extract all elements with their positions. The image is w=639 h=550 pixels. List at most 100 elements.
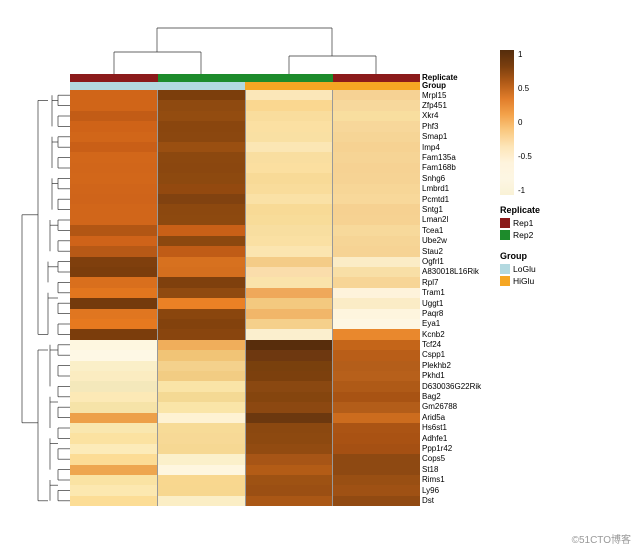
heatmap-cell <box>333 90 420 100</box>
heatmap-cell <box>246 413 334 423</box>
heatmap-cell <box>158 485 246 495</box>
heatmap-row <box>70 194 420 204</box>
heatmap-cell <box>158 288 246 298</box>
gene-label: Smap1 <box>422 132 481 141</box>
heatmap-cell <box>158 371 246 381</box>
annotation-bars <box>70 74 420 90</box>
heatmap-row <box>70 225 420 235</box>
gene-label: Pkhd1 <box>422 371 481 380</box>
heatmap-cell <box>333 111 420 121</box>
anno-cell <box>70 82 158 90</box>
heatmap-cell <box>70 371 158 381</box>
heatmap-cell <box>246 184 334 194</box>
heatmap-cell <box>70 475 158 485</box>
heatmap-cell <box>70 340 158 350</box>
heatmap-cell <box>70 298 158 308</box>
gene-label: St18 <box>422 465 481 474</box>
heatmap-row <box>70 496 420 506</box>
heatmap-row <box>70 454 420 464</box>
heatmap-cell <box>158 340 246 350</box>
heatmap-cell <box>246 132 334 142</box>
heatmap-cell <box>70 496 158 506</box>
gene-label: Paqr8 <box>422 309 481 318</box>
heatmap-cell <box>158 90 246 100</box>
heatmap-cell <box>158 298 246 308</box>
heatmap-cell <box>158 142 246 152</box>
heatmap-cell <box>158 225 246 235</box>
gene-label: Uggt1 <box>422 299 481 308</box>
heatmap-row <box>70 90 420 100</box>
heatmap-cell <box>70 329 158 339</box>
gene-label: Ppp1r42 <box>422 444 481 453</box>
heatmap-cell <box>70 465 158 475</box>
heatmap-cell <box>333 402 420 412</box>
heatmap-row <box>70 267 420 277</box>
heatmap-cell <box>158 132 246 142</box>
gene-label: Ube2w <box>422 236 481 245</box>
heatmap-cell <box>70 225 158 235</box>
gene-label: Rpl7 <box>422 278 481 287</box>
heatmap-main <box>70 16 420 506</box>
gene-label: Imp4 <box>422 143 481 152</box>
legend-item: HiGlu <box>500 275 630 287</box>
heatmap-row <box>70 277 420 287</box>
heatmap-cell <box>70 152 158 162</box>
heatmap-cell <box>158 402 246 412</box>
colorbar-gradient <box>500 50 514 195</box>
heatmap-row <box>70 465 420 475</box>
heatmap-cell <box>333 319 420 329</box>
heatmap-cell <box>246 392 334 402</box>
gene-label: Dst <box>422 496 481 505</box>
anno-cell <box>158 74 246 82</box>
heatmap-row <box>70 163 420 173</box>
heatmap-cell <box>333 340 420 350</box>
heatmap-cell <box>70 132 158 142</box>
heatmap-cell <box>158 381 246 391</box>
heatmap-cell <box>246 361 334 371</box>
heatmap-cell <box>246 225 334 235</box>
heatmap-cell <box>158 277 246 287</box>
heatmap-cell <box>333 392 420 402</box>
heatmap-cell <box>246 121 334 131</box>
heatmap-cell <box>70 485 158 495</box>
gene-label: Adhfe1 <box>422 434 481 443</box>
heatmap-cell <box>333 475 420 485</box>
heatmap-cell <box>70 413 158 423</box>
heatmap-cell <box>158 100 246 110</box>
anno-cell <box>245 74 333 82</box>
gene-label: Lman2l <box>422 215 481 224</box>
heatmap-cell <box>158 152 246 162</box>
gene-label: Sntg1 <box>422 205 481 214</box>
heatmap-cell <box>158 392 246 402</box>
heatmap-cell <box>333 132 420 142</box>
heatmap-cell <box>333 298 420 308</box>
heatmap-cell <box>70 350 158 360</box>
heatmap-cell <box>158 163 246 173</box>
heatmap-row <box>70 381 420 391</box>
heatmap-cell <box>158 465 246 475</box>
anno-group-row <box>70 82 420 90</box>
legend-swatch <box>500 276 510 286</box>
row-dendrogram <box>14 90 70 506</box>
legend-swatch <box>500 230 510 240</box>
heatmap-cell <box>246 485 334 495</box>
heatmap-cell <box>70 204 158 214</box>
heatmap-cell <box>246 433 334 443</box>
heatmap-cell <box>246 298 334 308</box>
heatmap-cell <box>70 257 158 267</box>
heatmap-cell <box>333 454 420 464</box>
gene-label: Kcnb2 <box>422 330 481 339</box>
heatmap-cell <box>333 267 420 277</box>
heatmap-cell <box>333 444 420 454</box>
heatmap-cell <box>246 444 334 454</box>
heatmap-cell <box>70 215 158 225</box>
heatmap-row <box>70 173 420 183</box>
heatmap-cell <box>333 257 420 267</box>
heatmap-cell <box>333 496 420 506</box>
gene-label: A830018L16Rik <box>422 267 481 276</box>
heatmap-cell <box>70 194 158 204</box>
heatmap-row <box>70 485 420 495</box>
gene-label: Zfp451 <box>422 101 481 110</box>
heatmap-cell <box>333 163 420 173</box>
gene-label: Lmbrd1 <box>422 184 481 193</box>
